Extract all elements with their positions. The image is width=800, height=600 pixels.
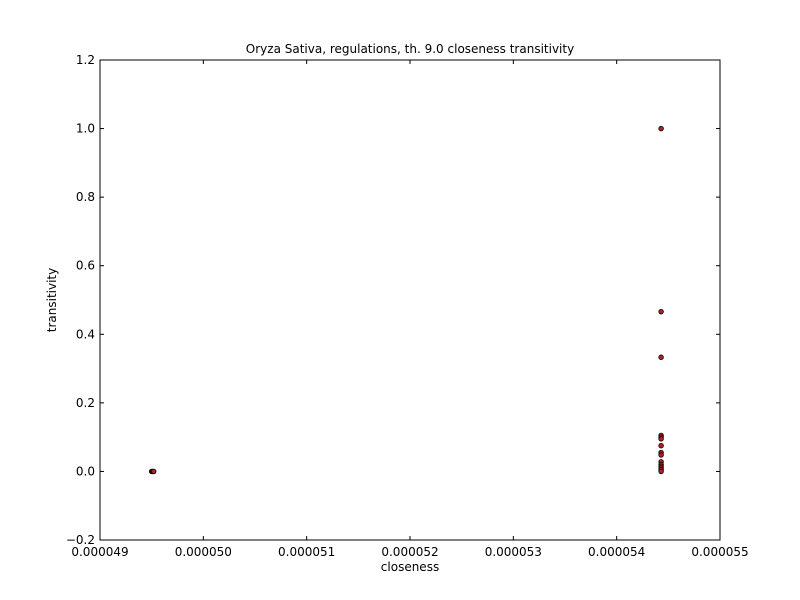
scatter-point [658, 452, 664, 458]
y-axis-label: transitivity [45, 268, 59, 332]
y-tick-label: 0.2 [76, 396, 95, 410]
y-tick-label: 0.6 [76, 259, 95, 273]
x-tick-label: 0.000050 [175, 545, 232, 559]
chart-title: Oryza Sativa, regulations, th. 9.0 close… [246, 42, 574, 56]
y-tick-label: 0.4 [76, 327, 95, 341]
scatter-point [658, 443, 664, 449]
scatter-point [658, 354, 664, 360]
y-tick-label: −0.2 [66, 533, 95, 547]
scatter-point [658, 436, 664, 442]
scatter-point [658, 468, 664, 475]
scatter-point [151, 468, 157, 475]
x-tick-label: 0.000049 [71, 545, 128, 559]
x-axis: 0.000049 0.000050 0.000051 0.000052 0.000053… [71, 60, 749, 559]
plot-frame [99, 59, 721, 541]
y-tick-label: 0.8 [76, 190, 95, 204]
y-tick-label: 1.2 [76, 53, 95, 67]
x-tick-label: 0.000053 [485, 545, 542, 559]
x-tick-label: 0.000051 [278, 545, 335, 559]
y-tick-label: 1.0 [76, 122, 95, 136]
y-tick-label: 0.0 [76, 464, 95, 478]
x-tick-label: 0.000055 [691, 545, 748, 559]
x-tick-label: 0.000054 [588, 545, 645, 559]
x-axis-label: closeness [381, 560, 439, 574]
y-axis: −0.2 0.0 0.2 0.4 0.6 0.8 1.0 1.2 [66, 53, 720, 547]
plot-area [148, 125, 664, 475]
x-tick-label: 0.000052 [381, 545, 438, 559]
scatter-point [658, 125, 664, 132]
scatter-point [658, 308, 664, 315]
